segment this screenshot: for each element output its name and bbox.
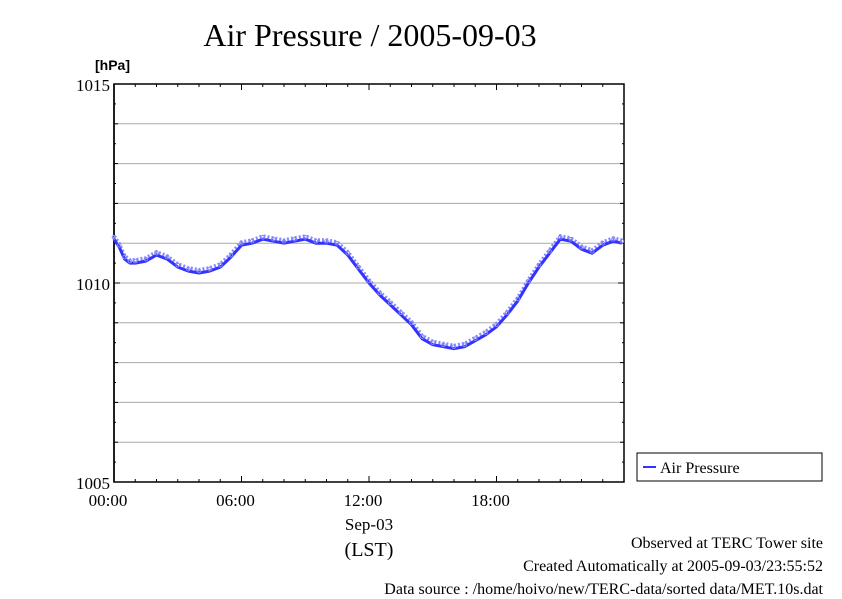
- x-axis-timezone-label: (LST): [345, 539, 394, 561]
- data-point: [122, 254, 127, 260]
- x-tick-label: 12:00: [344, 491, 383, 510]
- data-point: [441, 342, 446, 348]
- data-point: [579, 244, 584, 250]
- x-tick-label: 06:00: [216, 491, 255, 510]
- y-axis: 1015 1010 1005: [76, 76, 624, 493]
- data-point: [504, 310, 510, 316]
- y-tick-label: 1015: [76, 76, 110, 95]
- data-point: [239, 240, 244, 246]
- x-axis-date-label: Sep-03: [345, 515, 393, 534]
- data-point: [377, 290, 382, 296]
- data-point: [143, 256, 149, 262]
- y-tick-label: 1010: [76, 275, 110, 294]
- legend-label-air-pressure: Air Pressure: [660, 460, 740, 477]
- data-point: [281, 238, 287, 244]
- data-point: [228, 252, 234, 258]
- data-point: [473, 336, 478, 342]
- data-point: [207, 266, 212, 272]
- data-point: [249, 238, 255, 244]
- data-point: [536, 262, 542, 268]
- data-point: [133, 258, 138, 264]
- data-point: [600, 240, 606, 246]
- data-point: [303, 234, 308, 240]
- data-point: [611, 236, 616, 242]
- data-point: [345, 250, 351, 256]
- data-point: [164, 254, 170, 260]
- data-point: [430, 340, 436, 346]
- x-tick-label: 00:00: [89, 491, 128, 510]
- data-point: [292, 236, 297, 242]
- data-point: [334, 240, 340, 246]
- data-point: [356, 264, 361, 270]
- data-point: [196, 268, 202, 274]
- data-point: [218, 262, 223, 268]
- data-point: [494, 322, 499, 328]
- chart-title: Air Pressure / 2005-09-03: [203, 17, 536, 53]
- data-point: [558, 234, 563, 240]
- data-point: [186, 266, 191, 272]
- y-axis-unit-label: [hPa]: [95, 57, 130, 73]
- data-point: [462, 342, 467, 348]
- legend-box: [636, 452, 823, 482]
- observation-site-note: Observed at TERC Tower site: [630, 535, 823, 552]
- data-point: [547, 248, 552, 254]
- y-tick-label: 1005: [76, 474, 110, 493]
- data-point: [366, 278, 372, 284]
- data-point: [175, 262, 181, 268]
- data-point: [388, 300, 393, 306]
- data-point: [526, 278, 531, 284]
- x-tick-label: 18:00: [471, 491, 510, 510]
- data-point: [398, 310, 404, 316]
- data-source-note: Data source : /home/hoivo/new/TERC-data/…: [384, 581, 823, 598]
- data-point: [111, 234, 117, 240]
- data-point: [568, 236, 574, 242]
- data-point: [127, 258, 133, 264]
- data-point: [515, 296, 521, 302]
- data-point: [271, 236, 276, 242]
- data-point: [117, 242, 122, 248]
- data-point: [260, 234, 266, 240]
- data-point: [154, 250, 159, 256]
- series-air-pressure: [111, 234, 625, 351]
- data-point: [589, 248, 595, 254]
- data-point: [419, 334, 425, 340]
- x-axis: 00:00 06:00 12:00 18:00: [89, 84, 625, 510]
- data-point: [324, 238, 329, 244]
- created-timestamp-note: Created Automatically at 2005-09-03/23:5…: [523, 558, 823, 575]
- data-point: [619, 238, 625, 244]
- data-point: [313, 238, 319, 244]
- series-marker-band: [112, 234, 623, 348]
- data-point: [409, 320, 414, 326]
- data-point: [451, 344, 457, 350]
- data-point: [483, 330, 489, 336]
- legend: Air Pressure: [636, 452, 823, 482]
